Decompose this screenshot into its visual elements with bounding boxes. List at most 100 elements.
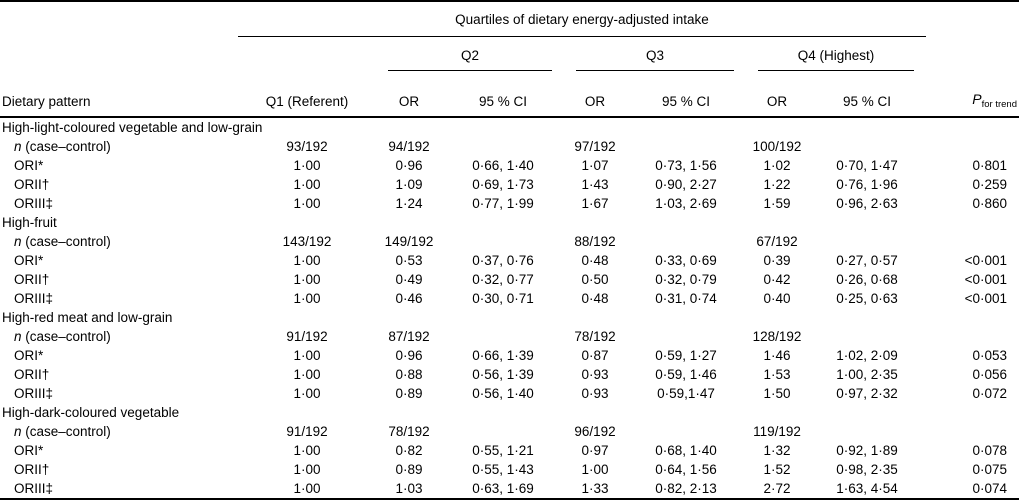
cell-q1: 1·00: [293, 462, 321, 477]
cell-q3-ci: [626, 137, 746, 156]
p-symbol: P: [972, 91, 982, 107]
cell-p: 0·078: [972, 443, 1007, 458]
cell-q4-ci: 0·27, 0·57: [836, 253, 898, 268]
row-label-italic: n: [14, 139, 22, 154]
cell-q4-ci: [808, 422, 926, 441]
row-label-italic: n: [14, 329, 22, 344]
row-label: ORI*: [0, 441, 238, 460]
cell-q2-or: 0·88: [395, 367, 423, 382]
cell-q3-ci: 0·68, 1·40: [655, 443, 717, 458]
cell-q2-or: 0·82: [395, 443, 423, 458]
row-label-text: ORIII‡: [14, 386, 54, 401]
group-header-row: High-dark-coloured vegetable: [0, 403, 1019, 422]
cell-q1: 93/192: [286, 139, 328, 154]
row-label-text: ORIII‡: [14, 196, 54, 211]
group-header-row: High-red meat and low-grain: [0, 308, 1019, 327]
row-label: ORI*: [0, 251, 238, 270]
table-row: ORIII‡ 1·00 1·24 0·77, 1·99 1·67 1·03, 2…: [0, 194, 1019, 213]
table-row: n (case–control) 143/192 149/192 88/192 …: [0, 232, 1019, 251]
row-label-text: (case–control): [21, 424, 111, 439]
cell-q3-ci: 0·59,1·47: [657, 386, 715, 401]
cell-q3-or: 78/192: [574, 329, 616, 344]
cell-q2-ci: 0·66, 1·39: [472, 348, 534, 363]
cell-q4-ci: 0·92, 1·89: [836, 443, 898, 458]
spacer-cell: [0, 1, 238, 37]
cell-q4-ci: [808, 327, 926, 346]
row-label: n (case–control): [0, 327, 238, 346]
cell-q3-or: 88/192: [574, 234, 616, 249]
cell-q2-ci: 0·55, 1·21: [472, 443, 534, 458]
cell-q4-ci: 0·98, 2·35: [836, 462, 898, 477]
table-row: ORII† 1·00 1·09 0·69, 1·73 1·43 0·90, 2·…: [0, 175, 1019, 194]
cell-q3-or: 1·00: [581, 462, 609, 477]
col-q3-ci: 95 % CI: [626, 71, 746, 118]
group-name: High-fruit: [2, 215, 57, 230]
cell-q4-or: 1·32: [763, 443, 791, 458]
cell-q1: 1·00: [293, 386, 321, 401]
cell-q2-or: 94/192: [388, 139, 430, 154]
cell-q1: 1·00: [293, 253, 321, 268]
row-label-text: ORIII‡: [14, 291, 54, 306]
cell-q3-ci: [626, 232, 746, 251]
row-label-text: ORI*: [14, 348, 44, 363]
cell-q4-or: 1·50: [763, 386, 791, 401]
cell-q3-or: 96/192: [574, 424, 616, 439]
cell-q4-or: 1·46: [763, 348, 791, 363]
row-label-text: ORI*: [14, 253, 44, 268]
cell-q1: 1·00: [293, 291, 321, 306]
cell-q4-ci: 0·70, 1·47: [836, 158, 898, 173]
row-label-text: ORIII‡: [14, 481, 54, 496]
table-row: ORI* 1·00 0·96 0·66, 1·40 1·07 0·73, 1·5…: [0, 156, 1019, 175]
table-row: ORI* 1·00 0·96 0·66, 1·39 0·87 0·59, 1·2…: [0, 346, 1019, 365]
cell-q4-or: 128/192: [752, 329, 802, 344]
cell-q2-or: 149/192: [384, 234, 434, 249]
cell-q3-or: 0·48: [581, 253, 609, 268]
cell-q3-or: 0·87: [581, 348, 609, 363]
cell-p: 0·072: [972, 386, 1007, 401]
cell-q4-ci: 1·00, 2·35: [836, 367, 898, 382]
row-label-text: ORII†: [14, 462, 50, 477]
cell-q3-or: 1·07: [581, 158, 609, 173]
cell-p: <0·001: [964, 272, 1007, 287]
col-q4-or: OR: [746, 71, 808, 118]
cell-q3-ci: [626, 327, 746, 346]
row-label: ORIII‡: [0, 384, 238, 403]
cell-q3-ci: 0·73, 1·56: [655, 158, 717, 173]
row-label-italic: n: [14, 424, 22, 439]
cell-q3-ci: [626, 422, 746, 441]
p-subscript: for trend: [981, 99, 1017, 110]
table-row: ORI* 1·00 0·82 0·55, 1·21 0·97 0·68, 1·4…: [0, 441, 1019, 460]
row-label-text: ORII†: [14, 367, 50, 382]
cell-q2-or: 1·09: [395, 177, 423, 192]
row-label-text: ORI*: [14, 158, 44, 173]
table-row: ORIII‡ 1·00 0·46 0·30, 0·71 0·48 0·31, 0…: [0, 289, 1019, 308]
col-q2-ci: 95 % CI: [442, 71, 564, 118]
cell-q3-ci: 0·90, 2·27: [655, 177, 717, 192]
row-label: ORII†: [0, 270, 238, 289]
column-header-row: Dietary pattern Q1 (Referent) OR 95 % CI…: [0, 71, 1019, 118]
q4-spanner: Q4 (Highest): [746, 37, 926, 71]
row-label-text: ORII†: [14, 272, 50, 287]
col-dietary-pattern: Dietary pattern: [0, 71, 238, 118]
cell-q2-or: 0·96: [395, 158, 423, 173]
table-row: ORII† 1·00 0·88 0·56, 1·39 0·93 0·59, 1·…: [0, 365, 1019, 384]
cell-q3-or: 97/192: [574, 139, 616, 154]
spacer-cell: [0, 37, 238, 72]
cell-q4-or: 67/192: [756, 234, 798, 249]
row-label-italic: n: [14, 234, 22, 249]
row-label: n (case–control): [0, 137, 238, 156]
cell-q2-or: 0·89: [395, 386, 423, 401]
table-row: ORIII‡ 1·00 0·89 0·56, 1·40 0·93 0·59,1·…: [0, 384, 1019, 403]
cell-q4-ci: 0·76, 1·96: [836, 177, 898, 192]
cell-q2-ci: [442, 232, 564, 251]
cell-q4-ci: 0·97, 2·32: [836, 386, 898, 401]
cell-q4-or: 1·59: [763, 196, 791, 211]
cell-q4-ci: 1·02, 2·09: [836, 348, 898, 363]
cell-q3-ci: 0·82, 2·13: [655, 481, 717, 496]
q3-label: Q3: [576, 46, 734, 71]
cell-p: <0·001: [964, 291, 1007, 306]
cell-p: 0·860: [972, 196, 1007, 211]
group-name: High-light-coloured vegetable and low-gr…: [2, 120, 263, 135]
row-label: ORII†: [0, 460, 238, 479]
